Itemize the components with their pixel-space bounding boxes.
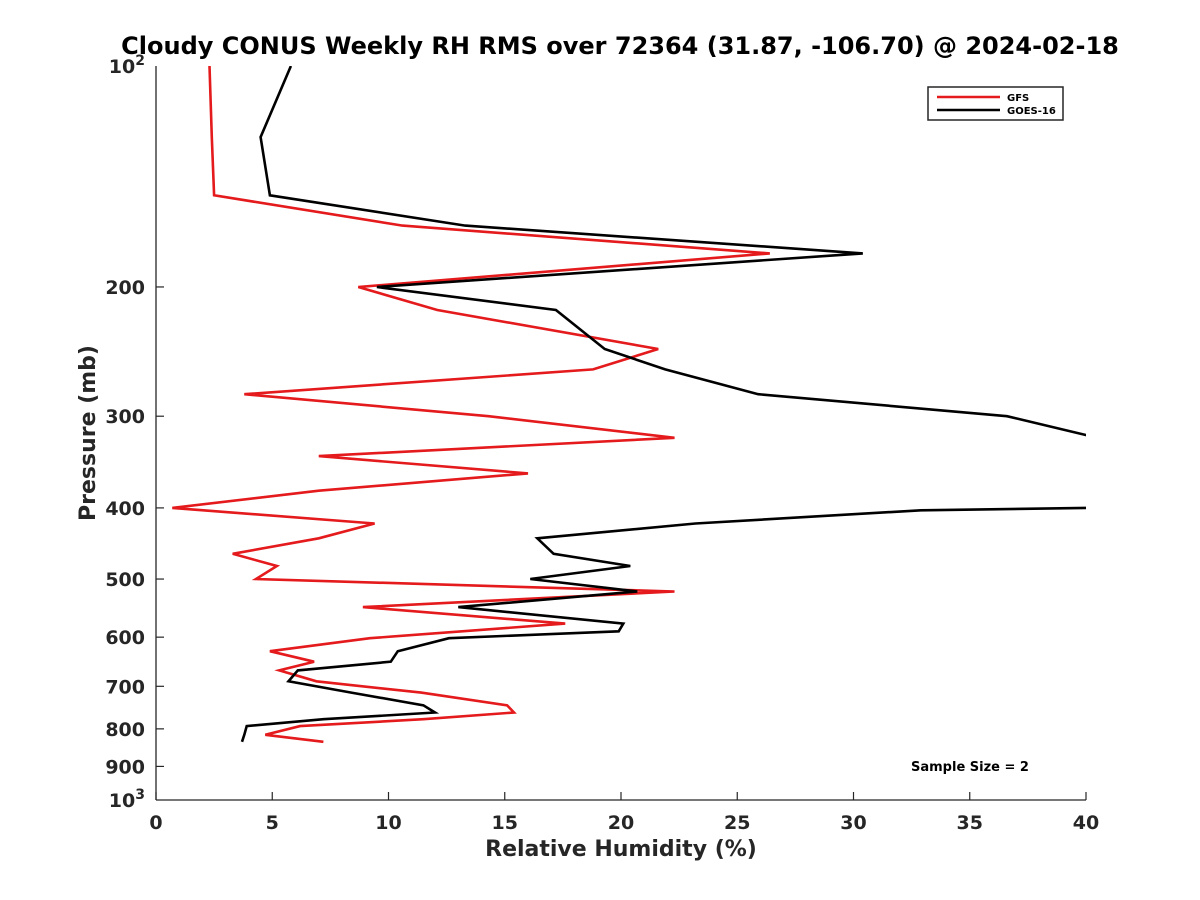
legend-label-goes16: GOES-16 bbox=[1007, 106, 1056, 117]
x-tick-label: 25 bbox=[724, 812, 750, 834]
series-layer bbox=[172, 66, 1086, 744]
y-tick-label: 300 bbox=[105, 406, 145, 428]
x-tick-label: 10 bbox=[375, 812, 401, 834]
y-tick-label: 600 bbox=[105, 627, 145, 649]
series-line-gfs-0 bbox=[172, 66, 770, 744]
x-tick-label: 30 bbox=[840, 812, 866, 834]
x-tick-label: 15 bbox=[492, 812, 518, 834]
y-tick-label: 900 bbox=[105, 756, 145, 778]
x-axis-label: Relative Humidity (%) bbox=[485, 837, 757, 862]
legend[interactable]: GFS GOES-16 bbox=[927, 86, 1064, 121]
series-line-goes16-0 bbox=[259, 66, 1086, 437]
sample-size-annotation: Sample Size = 2 bbox=[911, 760, 1029, 775]
y-tick-label: 200 bbox=[105, 277, 145, 299]
y-tick-label: 800 bbox=[105, 719, 145, 741]
axes-layer bbox=[155, 66, 1086, 801]
ticks-layer: 0 5 10 15 20 25 30 35 40 200 300 400 500 600 700 800 900… bbox=[105, 53, 1099, 834]
series-line-goes16-1 bbox=[240, 506, 1086, 743]
x-tick-label: 35 bbox=[957, 812, 983, 834]
x-tick-label: 5 bbox=[266, 812, 279, 834]
x-tick-label: 0 bbox=[149, 812, 162, 834]
y-axis-label: Pressure (mb) bbox=[76, 345, 101, 521]
x-tick-label: 40 bbox=[1073, 812, 1099, 834]
series-goes16 bbox=[240, 66, 1086, 743]
y-tick-label-power: 103 bbox=[109, 787, 145, 812]
series-gfs bbox=[172, 66, 770, 744]
y-tick-label: 500 bbox=[105, 569, 145, 591]
legend-label-gfs: GFS bbox=[1007, 93, 1029, 104]
y-tick-label: 400 bbox=[105, 498, 145, 520]
legend-box bbox=[927, 86, 1064, 121]
y-tick-label: 700 bbox=[105, 676, 145, 698]
chart-title: Cloudy CONUS Weekly RH RMS over 72364 (3… bbox=[121, 32, 1119, 60]
x-tick-label: 20 bbox=[608, 812, 634, 834]
y-tick-label-power: 102 bbox=[109, 53, 145, 78]
